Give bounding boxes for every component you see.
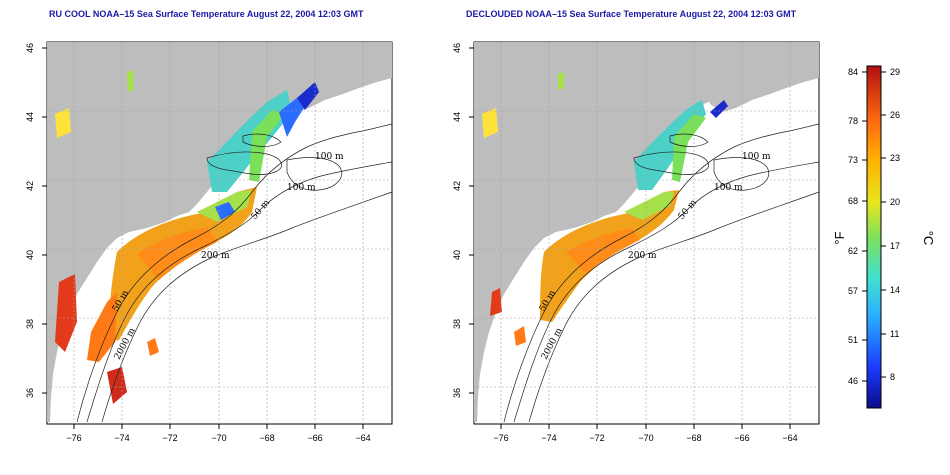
- fahrenheit-tick-label: 73: [848, 155, 858, 165]
- lon-tick-label: −76: [493, 433, 508, 443]
- colorbar-ticks: [862, 71, 886, 382]
- lat-tick-label: 42: [452, 181, 462, 191]
- celsius-tick-label: 20: [890, 197, 900, 207]
- fahrenheit-tick-label: 68: [848, 196, 858, 206]
- isobath-label: 100 m: [742, 152, 771, 162]
- left-map: 100 m 100 m 50 m 200 m 50 m 2000 m: [25, 41, 393, 443]
- right-map-ticks: [469, 47, 791, 429]
- lat-tick-label: 40: [452, 250, 462, 260]
- lon-tick-label: −70: [638, 433, 653, 443]
- isobath-label: 100 m: [287, 183, 316, 193]
- lat-tick-label: 38: [25, 319, 35, 329]
- right-map-title: DECLOUDED NOAA–15 Sea Surface Temperatur…: [466, 9, 797, 19]
- lon-tick-label: −64: [355, 433, 370, 443]
- fahrenheit-tick-labels: 84 78 73 68 62 57 51 46: [848, 67, 858, 386]
- celsius-tick-label: 29: [890, 67, 900, 77]
- lat-tick-label: 40: [25, 250, 35, 260]
- lon-tick-label: −68: [686, 433, 701, 443]
- lon-tick-label: −66: [734, 433, 749, 443]
- lon-tick-label: −70: [211, 433, 226, 443]
- fahrenheit-tick-label: 51: [848, 335, 858, 345]
- celsius-tick-label: 23: [890, 153, 900, 163]
- left-map-lon-labels: −76 −74 −72 −70 −68 −66 −64: [66, 433, 370, 443]
- left-map-ticks: [42, 47, 364, 429]
- colorbar: 84 78 73 68 62 57 51 46 29 26 23 20 17 1…: [832, 65, 936, 409]
- lat-tick-label: 36: [452, 388, 462, 398]
- lat-tick-label: 42: [25, 181, 35, 191]
- lon-tick-label: −74: [541, 433, 556, 443]
- lon-tick-label: −64: [782, 433, 797, 443]
- right-map-gridlines: [474, 42, 819, 424]
- lat-tick-label: 38: [452, 319, 462, 329]
- celsius-tick-label: 14: [890, 285, 900, 295]
- lon-tick-label: −72: [589, 433, 604, 443]
- celsius-tick-label: 8: [890, 372, 895, 382]
- isobath-label: 100 m: [315, 152, 344, 162]
- celsius-tick-label: 26: [890, 110, 900, 120]
- celsius-tick-label: 17: [890, 241, 900, 251]
- lat-tick-label: 44: [452, 112, 462, 122]
- fahrenheit-tick-label: 62: [848, 246, 858, 256]
- fahrenheit-tick-label: 57: [848, 286, 858, 296]
- right-map: 100 m 100 m 50 m 200 m 50 m 2000 m: [452, 41, 820, 443]
- lon-tick-label: −76: [66, 433, 81, 443]
- lon-tick-label: −68: [259, 433, 274, 443]
- right-map-lat-labels: 36 38 40 42 44 46: [452, 43, 462, 398]
- isobath-label: 200 m: [628, 251, 657, 261]
- fahrenheit-unit-label: °F: [832, 231, 847, 244]
- left-map-lat-labels: 36 38 40 42 44 46: [25, 43, 35, 398]
- lat-tick-label: 46: [452, 43, 462, 53]
- right-map-lon-labels: −76 −74 −72 −70 −68 −66 −64: [493, 433, 797, 443]
- lon-tick-label: −72: [162, 433, 177, 443]
- lat-tick-label: 36: [25, 388, 35, 398]
- celsius-tick-labels: 29 26 23 20 17 14 11 8: [890, 67, 900, 382]
- lon-tick-label: −66: [307, 433, 322, 443]
- fahrenheit-tick-label: 78: [848, 116, 858, 126]
- celsius-tick-label: 11: [890, 329, 899, 339]
- fahrenheit-tick-label: 46: [848, 376, 858, 386]
- isobath-label: 200 m: [201, 251, 230, 261]
- celsius-unit-label: °C: [921, 231, 936, 246]
- lat-tick-label: 46: [25, 43, 35, 53]
- colorbar-gradient: [866, 65, 882, 409]
- isobath-label: 100 m: [714, 183, 743, 193]
- lon-tick-label: −74: [114, 433, 129, 443]
- lat-tick-label: 44: [25, 112, 35, 122]
- left-map-gridlines: [47, 42, 392, 424]
- left-map-title: RU COOL NOAA–15 Sea Surface Temperature …: [49, 9, 364, 19]
- fahrenheit-tick-label: 84: [848, 67, 858, 77]
